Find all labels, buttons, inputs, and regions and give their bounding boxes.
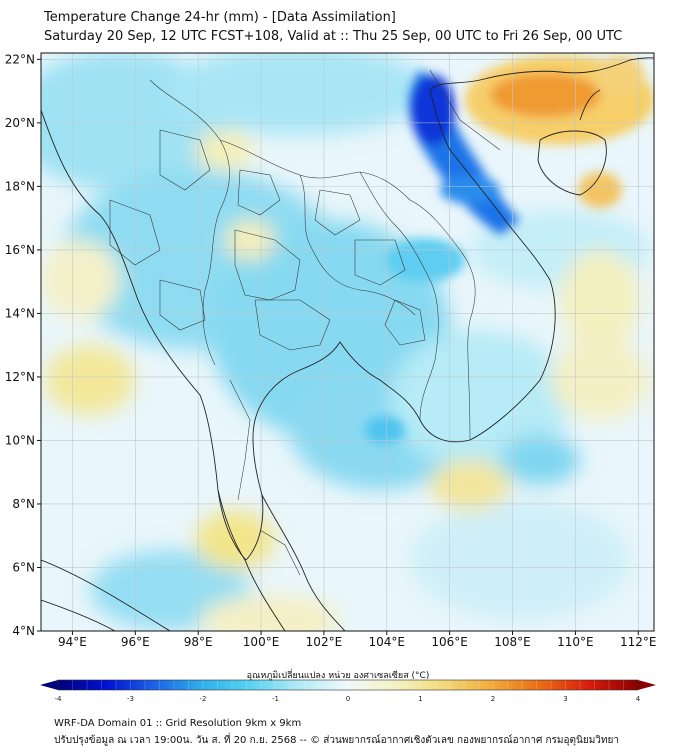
lon-tick-label: 110°E	[557, 635, 594, 649]
lon-tick-label: 106°E	[431, 635, 468, 649]
colorbar-tick-label: 0	[346, 695, 350, 703]
lat-tick-label: 8°N	[12, 497, 35, 511]
map-frame	[40, 52, 655, 632]
lat-tick-label: 16°N	[5, 243, 35, 257]
lat-tick-label: 6°N	[12, 560, 35, 574]
lon-tick-label: 112°E	[620, 635, 657, 649]
map-title: Temperature Change 24-hr (mm) - [Data As…	[44, 10, 396, 25]
lon-tick-label: 96°E	[121, 635, 150, 649]
graticule	[41, 53, 654, 631]
latitude-tick-labels: 4°N 6°N 8°N 10°N 12°N 14°N 16°N 18°N 20°N 22°N	[5, 52, 41, 638]
lat-tick-label: 4°N	[12, 624, 35, 638]
lon-tick-label: 104°E	[369, 635, 406, 649]
colorbar: -4 -3 -2 -1 0 1 2 3 4	[40, 679, 656, 703]
footer-model-info: WRF-DA Domain 01 :: Grid Resolution 9km …	[54, 718, 302, 729]
coastlines	[41, 57, 654, 631]
lat-tick-label: 22°N	[5, 52, 35, 66]
lon-tick-label: 108°E	[494, 635, 531, 649]
longitude-tick-labels: 94°E 96°E 98°E 100°E 102°E 104°E 106°E 108°E 110…	[58, 631, 657, 649]
lon-tick-label: 102°E	[306, 635, 343, 649]
colorbar-tick-label: -4	[55, 695, 63, 703]
admin-borders	[109, 69, 501, 576]
map-subtitle: Saturday 20 Sep, 12 UTC FCST+108, Valid …	[44, 29, 623, 44]
colorbar-tick-label: -2	[200, 695, 207, 703]
colorbar-tick-label: 2	[491, 695, 495, 703]
lat-tick-label: 12°N	[5, 370, 35, 384]
colorbar-min-arrow	[40, 680, 58, 690]
colorbar-tick-label: -3	[127, 695, 134, 703]
lon-tick-label: 94°E	[58, 635, 87, 649]
lat-tick-label: 10°N	[5, 433, 35, 447]
lat-tick-label: 18°N	[5, 179, 35, 193]
colorbar-tick-label: 4	[636, 695, 641, 703]
colorbar-tick-label: -1	[272, 695, 279, 703]
lat-tick-label: 14°N	[5, 306, 35, 320]
footer-credit: ปรับปรุงข้อมูล ณ เวลา 19:00น. วัน ส. ที่…	[54, 735, 619, 746]
lon-tick-label: 100°E	[243, 635, 280, 649]
colorbar-outline	[57, 679, 639, 691]
colorbar-body	[58, 680, 638, 690]
lon-tick-label: 98°E	[184, 635, 213, 649]
temperature-field	[41, 53, 654, 631]
lat-tick-label: 20°N	[5, 116, 35, 130]
colorbar-tick-label: 3	[563, 695, 567, 703]
colorbar-label: อุณหภูมิเปลี่ยนแปลง หน่วย องศาเซลเซียส (…	[246, 671, 430, 681]
colorbar-tick-label: 1	[418, 695, 422, 703]
colorbar-max-arrow	[638, 680, 656, 690]
